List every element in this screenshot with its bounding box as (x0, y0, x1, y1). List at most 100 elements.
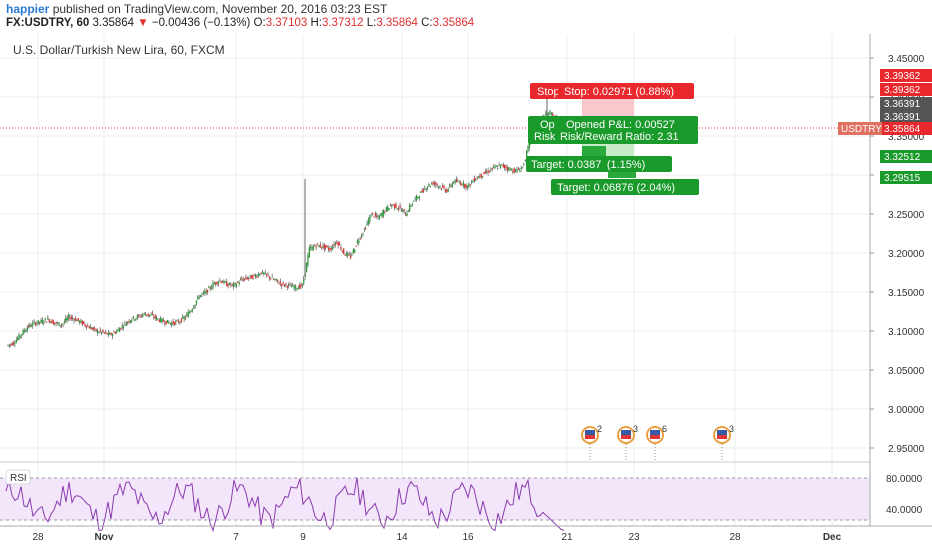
event-marker[interactable]: 2 (581, 424, 602, 462)
position-tool[interactable]: Stop Stop: 0.02971 (0.88%) Op Risk Opene… (526, 83, 699, 195)
candle-body (87, 325, 89, 327)
event-marker[interactable]: 3 (617, 424, 638, 462)
candle-body (186, 313, 188, 316)
candle-body (182, 316, 184, 319)
candle-body (73, 319, 75, 321)
candle-body (385, 207, 387, 211)
candle-body (252, 275, 254, 279)
event-marker[interactable]: 3 (713, 424, 734, 462)
rsi-label-box[interactable] (5, 469, 31, 485)
candle-body (432, 182, 434, 185)
candle-body (506, 167, 509, 171)
event-marker[interactable]: 6 (646, 424, 667, 462)
candle-body (426, 186, 429, 188)
candle-body (495, 165, 498, 167)
candle-body (201, 293, 203, 295)
candle-body (41, 319, 44, 324)
candle-body (479, 175, 481, 178)
candle-body (396, 208, 398, 210)
candle-body (377, 215, 379, 217)
close-value: 3.35864 (432, 17, 475, 29)
stop-badge-1-text: Stop (537, 86, 560, 98)
candle-body (288, 284, 290, 286)
stop-badge-2-text: Stop: 0.02971 (0.88%) (564, 86, 674, 98)
candle-body (282, 282, 284, 284)
candle-body (146, 314, 148, 316)
candle-body (468, 183, 470, 187)
candle-body (25, 329, 27, 332)
candle-body (208, 286, 210, 289)
candle-body (220, 281, 222, 283)
candle-body (483, 172, 485, 175)
price-tick-label: 3.25000 (888, 210, 925, 221)
candle-body (270, 278, 272, 280)
price-tick-label: 3.45000 (888, 54, 925, 65)
candle-body (321, 247, 323, 249)
candle-body (358, 240, 360, 244)
price-badge-text: 3.39362 (884, 71, 921, 82)
candle-body (502, 164, 504, 167)
time-tick-label: Nov (95, 532, 114, 543)
candle-body (501, 164, 503, 166)
candle-body (61, 324, 63, 326)
candle-body (43, 322, 45, 324)
candle-body (457, 180, 459, 182)
candle-body (143, 312, 145, 314)
candle-body (289, 284, 291, 286)
candle-body (180, 318, 183, 323)
candle-body (190, 310, 192, 312)
rsi-line (5, 477, 565, 533)
candle-body (283, 284, 286, 287)
candle-body (124, 322, 126, 324)
candle-body (165, 320, 167, 325)
candle-body (171, 322, 173, 326)
event-markers[interactable]: 2 3 6 3 (581, 424, 734, 462)
candle-body (238, 282, 240, 285)
candle-body (261, 271, 264, 274)
candle-body (323, 244, 326, 250)
candle-body (132, 316, 134, 319)
candle-body (523, 163, 525, 165)
target-badge-2 (551, 179, 699, 195)
candle-body (421, 190, 423, 193)
candle-body (433, 183, 436, 185)
candle-body (498, 164, 500, 166)
price-badge (880, 97, 932, 110)
candle-body (480, 173, 482, 178)
candle-body (70, 316, 72, 319)
price-tick-label: 3.15000 (888, 288, 925, 299)
candle-body (497, 168, 499, 170)
candle-body (150, 314, 152, 316)
candle-body (158, 319, 161, 322)
candle-body (245, 276, 247, 279)
candle-body (202, 291, 205, 294)
candle-body (149, 314, 151, 316)
candle-body (360, 235, 363, 237)
candle-body (290, 286, 293, 288)
time-ticks[interactable]: 28 Nov 7 9 14 16 21 23 28 Dec (32, 532, 841, 543)
candle-body (286, 285, 288, 288)
candle-body (140, 315, 143, 317)
candle-body (338, 243, 341, 246)
candle-body (271, 276, 273, 278)
candle-body (369, 215, 371, 223)
candle-body (11, 343, 13, 346)
candle-body (326, 245, 328, 247)
candle-body (168, 322, 170, 324)
candle-body (135, 318, 137, 320)
candle-body (239, 279, 242, 281)
candle-body (179, 321, 181, 323)
candle-body (264, 272, 266, 275)
candle-body (120, 327, 122, 330)
candle-body (19, 335, 22, 337)
candle-body (333, 244, 335, 246)
author-link[interactable]: happier (6, 2, 50, 16)
price-chart[interactable]: Stop Stop: 0.02971 (0.88%) Op Risk Opene… (0, 34, 932, 550)
candle-body (28, 324, 30, 328)
candle-body (121, 325, 123, 328)
candle-body (106, 332, 108, 335)
candle-body (337, 241, 339, 246)
candle-body (241, 278, 243, 280)
candle-body (100, 331, 103, 333)
high-value: 3.37312 (321, 17, 364, 29)
